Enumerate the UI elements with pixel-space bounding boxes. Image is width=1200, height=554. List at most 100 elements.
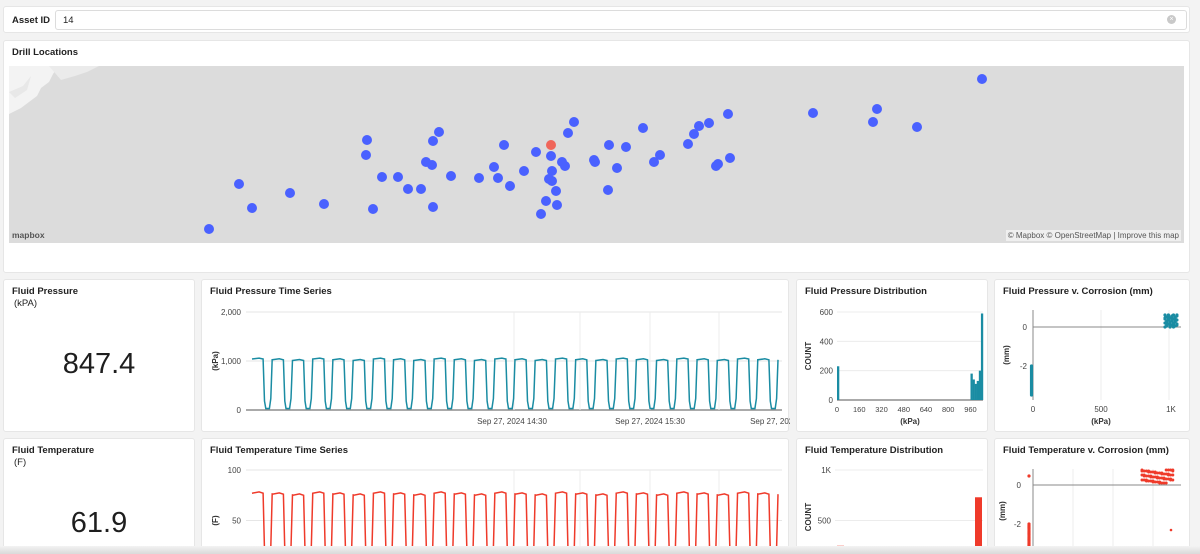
y-tick-label: 50 bbox=[232, 517, 241, 526]
drill-location-marker bbox=[872, 104, 882, 114]
x-tick-label: 1K bbox=[1166, 405, 1176, 414]
scatter-point bbox=[1175, 322, 1179, 326]
clear-circle-icon[interactable]: × bbox=[1167, 15, 1176, 24]
y-axis-label: COUNT bbox=[804, 503, 813, 532]
y-tick-label: 600 bbox=[820, 308, 834, 317]
y-tick-label: 400 bbox=[820, 337, 834, 346]
drill-location-marker bbox=[977, 74, 987, 84]
drill-location-marker bbox=[499, 140, 509, 150]
drill-location-marker bbox=[808, 108, 818, 118]
drill-location-marker bbox=[723, 109, 733, 119]
pressure-time-series-chart[interactable]: 0 1,000 2,000 Sep 27, 2024 14:30 Sep 27, 202… bbox=[202, 280, 790, 433]
scatter-point bbox=[1144, 479, 1148, 483]
scatter-point bbox=[1170, 318, 1174, 322]
asset-id-filter: Asset ID × bbox=[3, 6, 1190, 33]
x-tick-label: Sep 27, 2024 16:30 bbox=[750, 417, 790, 426]
y-tick-label: 2,000 bbox=[221, 308, 242, 317]
drill-location-marker bbox=[590, 157, 600, 167]
fluid-pressure-time-series-card: Fluid Pressure Time Series 0 1,000 2,000 Se… bbox=[201, 279, 790, 433]
pressure-corrosion-scatter[interactable]: 0 -2 0 500 1K (kPa) (mm) bbox=[995, 280, 1191, 433]
drill-location-marker bbox=[377, 172, 387, 182]
chart-title: Fluid Temperature Distribution bbox=[805, 445, 944, 456]
y-axis-label: (mm) bbox=[1002, 345, 1011, 365]
scatter-point bbox=[1173, 319, 1177, 323]
drill-location-marker bbox=[569, 117, 579, 127]
drill-location-marker bbox=[547, 176, 557, 186]
land-coast-shape bbox=[9, 76, 31, 98]
map-title: Drill Locations bbox=[12, 47, 78, 58]
asset-id-input[interactable] bbox=[55, 10, 1187, 30]
drill-location-marker bbox=[493, 173, 503, 183]
temperature-time-series-chart[interactable]: 50 100 (F) bbox=[202, 439, 790, 554]
drill-location-marker bbox=[694, 121, 704, 131]
scatter-point bbox=[1166, 313, 1170, 317]
x-tick-label: 0 bbox=[1031, 405, 1036, 414]
drill-location-marker bbox=[711, 161, 721, 171]
drill-location-marker bbox=[649, 157, 659, 167]
histogram-bar bbox=[970, 373, 973, 400]
chart-title: Fluid Pressure v. Corrosion (mm) bbox=[1003, 286, 1153, 297]
y-tick-label: 200 bbox=[820, 367, 834, 376]
scatter-point bbox=[1163, 316, 1167, 320]
scatter-point bbox=[1162, 472, 1166, 476]
drill-location-marker bbox=[474, 173, 484, 183]
scatter-point bbox=[1164, 468, 1168, 472]
mapbox-logo: mapbox bbox=[12, 230, 45, 240]
drill-location-marker bbox=[434, 127, 444, 137]
scatter-point bbox=[1160, 472, 1164, 476]
drill-location-marker bbox=[416, 184, 426, 194]
x-tick-label: 640 bbox=[920, 405, 933, 414]
window-bottom-edge bbox=[0, 546, 1200, 554]
x-tick-label: Sep 27, 2024 14:30 bbox=[477, 417, 547, 426]
x-tick-label: 960 bbox=[964, 405, 977, 414]
drill-location-marker bbox=[368, 204, 378, 214]
land-coast-shape bbox=[49, 66, 99, 80]
fluid-pressure-vs-corrosion-card: Fluid Pressure v. Corrosion (mm) 0 -2 0 500… bbox=[994, 279, 1190, 432]
scatter-point bbox=[1142, 469, 1146, 473]
x-tick-label: 160 bbox=[853, 405, 866, 414]
drill-location-marker bbox=[505, 181, 515, 191]
y-tick-label: 0 bbox=[829, 396, 834, 405]
scatter-point bbox=[1160, 481, 1164, 485]
drill-location-marker bbox=[655, 150, 665, 160]
histogram-bar bbox=[837, 366, 840, 400]
drill-location-marker bbox=[519, 166, 529, 176]
drill-location-marker bbox=[683, 139, 693, 149]
drill-location-marker bbox=[551, 186, 561, 196]
drill-location-marker bbox=[362, 135, 372, 145]
histogram-bar bbox=[974, 383, 977, 400]
map-canvas[interactable] bbox=[9, 66, 1184, 243]
fluid-pressure-kpi-card: Fluid Pressure (kPA) 847.4 bbox=[3, 279, 195, 432]
drill-locations-card: Drill Locations mapbox © Mapbox © OpenSt… bbox=[3, 40, 1190, 273]
drill-locations-map[interactable]: mapbox © Mapbox © OpenStreetMap | Improv… bbox=[9, 66, 1184, 243]
fluid-temperature-time-series-card: Fluid Temperature Time Series 50 100 (F) bbox=[201, 438, 789, 554]
drill-location-marker bbox=[393, 172, 403, 182]
selected-drill-location-marker bbox=[546, 140, 556, 150]
scatter-point bbox=[1151, 475, 1155, 479]
x-axis-label: (kPa) bbox=[900, 417, 920, 426]
land-coast-shape bbox=[9, 66, 59, 114]
scatter-point bbox=[1151, 480, 1155, 484]
scatter-point bbox=[1169, 473, 1173, 477]
scatter-point bbox=[1166, 468, 1170, 472]
series-line bbox=[251, 491, 779, 554]
map-attribution[interactable]: © Mapbox © OpenStreetMap | Improve this … bbox=[1005, 230, 1181, 241]
y-tick-label: 500 bbox=[818, 517, 832, 526]
temperature-distribution-chart[interactable]: 500 1K COUNT bbox=[797, 439, 989, 554]
asset-id-label: Asset ID bbox=[12, 15, 51, 26]
kpi-unit: (kPA) bbox=[14, 298, 38, 309]
y-tick-label: 100 bbox=[228, 466, 242, 475]
scatter-point bbox=[1149, 470, 1153, 474]
x-tick-label: 480 bbox=[897, 405, 910, 414]
drill-location-marker bbox=[536, 209, 546, 219]
histogram-bar bbox=[978, 370, 982, 400]
drill-location-marker bbox=[868, 117, 878, 127]
drill-location-marker bbox=[361, 150, 371, 160]
temperature-corrosion-scatter[interactable]: 0 -2 (mm) bbox=[995, 439, 1191, 554]
pressure-distribution-chart[interactable]: 0 200 400 600 0 160 320 480 640 800 960 (kPa) COUNT bbox=[797, 280, 989, 433]
drill-location-marker bbox=[541, 196, 551, 206]
drill-location-marker bbox=[725, 153, 735, 163]
drill-location-marker bbox=[489, 162, 499, 172]
x-tick-label: 800 bbox=[942, 405, 955, 414]
kpi-unit: (F) bbox=[14, 457, 27, 468]
